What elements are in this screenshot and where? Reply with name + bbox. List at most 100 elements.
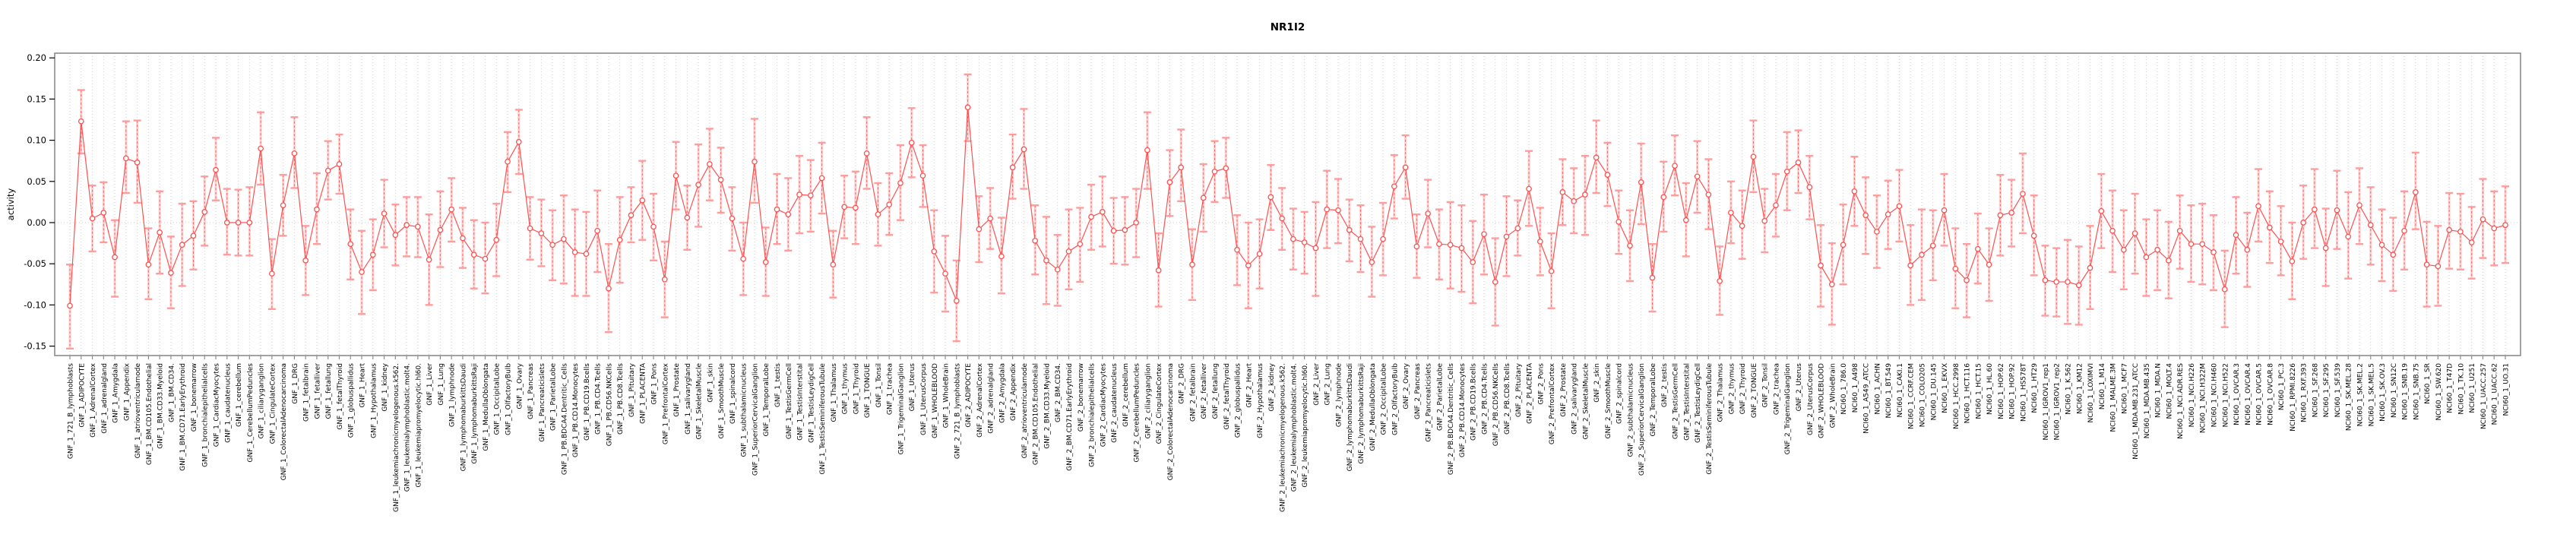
x-tick-label: GNF_2_Pancreas <box>1414 363 1422 419</box>
x-tick-label: GNF_1_trachea <box>887 363 894 415</box>
x-tick-label: GNF_2_Uterus <box>1796 363 1803 412</box>
data-point <box>1929 242 1936 249</box>
data-point <box>1682 217 1689 223</box>
x-tick-label: GNF_2_PB.CD14.Monocytes <box>1459 363 1467 457</box>
data-point <box>1166 179 1173 185</box>
data-point <box>403 222 410 229</box>
y-tick-label: 0.15 <box>27 93 46 104</box>
x-tick-label: NCI60_1_SNB.75 <box>2413 363 2420 420</box>
x-tick-label: GNF_2_WHOLEBLOOD <box>1818 363 1826 438</box>
data-point <box>1043 258 1049 264</box>
x-tick-label: GNF_2_DRG <box>1179 363 1186 404</box>
x-tick-label: NCI60_1_TK.10 <box>2457 363 2465 415</box>
x-tick-label: GNF_2_CerebellumPeduncles <box>1134 363 1141 463</box>
x-tick-label: GNF_2_salivarygland <box>1571 363 1579 435</box>
x-tick-label: GNF_1_DRG <box>292 363 299 404</box>
data-point <box>1964 277 1970 283</box>
x-tick-label: GNF_1_Uterus <box>909 363 916 412</box>
y-tick-label: -0.15 <box>24 341 46 352</box>
x-tick-label: GNF_2_CingulateCortex <box>1156 362 1163 444</box>
x-tick-label: NCI60_1_T47D <box>2447 363 2454 413</box>
data-point <box>1919 251 1925 258</box>
x-tick-label: GNF_1_kidney <box>381 362 389 411</box>
data-point <box>482 255 489 262</box>
x-tick-label: GNF_2_fetalliver <box>1201 363 1208 419</box>
data-point <box>314 206 320 213</box>
data-point <box>1032 237 1039 244</box>
data-point <box>2312 206 2318 213</box>
x-tick-label: NCI60_1_LOXIMVI <box>2087 363 2095 422</box>
data-point <box>1200 194 1207 201</box>
x-tick-label: GNF_2_MedullaOblongata <box>1369 363 1377 451</box>
data-point <box>1728 210 1734 216</box>
data-point <box>886 201 893 208</box>
data-point <box>1649 274 1656 281</box>
x-tick-label: GNF_1_SuperiorCervicalGanglion <box>752 363 759 476</box>
x-tick-label: GNF_2_fetallung <box>1212 363 1220 419</box>
x-tick-label: NCI60_1_OVCAR.5 <box>2256 363 2264 425</box>
x-tick-label: GNF_1_Thyroid <box>853 363 860 414</box>
data-point <box>1705 191 1712 198</box>
data-point <box>2042 277 2049 283</box>
data-point <box>1526 185 1532 192</box>
data-point <box>505 158 511 165</box>
data-point <box>628 212 635 219</box>
x-tick-label: NCI60_1_OVCAR.3 <box>2233 363 2241 425</box>
x-tick-label: GNF_2_CardiacMyocytes <box>1100 363 1107 447</box>
x-tick-label: GNF_1_TestisLeydigCell <box>808 363 815 443</box>
data-point <box>369 251 376 258</box>
x-tick-label: GNF_2_bronchialepithelialcells <box>1089 363 1097 467</box>
x-tick-label: GNF_1_salivarygland <box>685 363 692 435</box>
data-point <box>78 118 84 125</box>
x-tick-label: GNF_2_kidney <box>1268 362 1276 411</box>
x-tick-label: GNF_2_leukemialymphoblastic.molt4. <box>1290 363 1298 492</box>
data-point <box>2300 220 2306 226</box>
x-tick-label: GNF_1_Thalamus <box>831 363 838 422</box>
x-tick-label: NCI60_1_HCC.2998 <box>1953 363 1960 429</box>
data-point <box>145 261 152 268</box>
data-point <box>2468 239 2475 245</box>
data-point <box>470 251 477 258</box>
x-tick-label: NCI60_1_MCF7 <box>2121 363 2128 414</box>
x-tick-label: NCI60_1_SF.295 <box>2323 363 2331 417</box>
data-point <box>2210 249 2217 255</box>
data-point <box>1627 242 1633 249</box>
data-point <box>179 242 185 248</box>
data-point <box>1672 163 1678 169</box>
data-point <box>223 220 230 226</box>
x-tick-label: GNF_1_lymphomaburkittsDaudi <box>460 363 467 471</box>
x-tick-label: GNF_2_PB.CD8.Tcells <box>1504 363 1511 435</box>
x-tick-label: GNF_2_Pituitary <box>1515 362 1523 417</box>
data-point <box>1413 243 1420 250</box>
data-point <box>2109 227 2116 234</box>
data-point <box>1773 202 1779 209</box>
x-tick-label: GNF_2_TrigeminalGanglion <box>1784 363 1792 454</box>
data-point <box>2053 279 2060 285</box>
data-point <box>2457 229 2464 235</box>
data-point <box>1660 194 1667 201</box>
data-point <box>1818 262 1824 269</box>
x-tick-label: NCI60_1_NCI.ADR.RES <box>2177 363 2185 439</box>
x-tick-label: NCI60_1_CCRF.CEM <box>1908 363 1916 429</box>
data-point <box>1862 212 1869 219</box>
data-point <box>606 285 612 292</box>
x-tick-label: GNF_1_bronchialepithelialcells <box>202 363 210 467</box>
data-point <box>2065 279 2071 285</box>
data-point <box>1503 233 1510 240</box>
x-tick-label: NCI60_1_IGROV1_rep1 <box>2043 363 2050 441</box>
x-tick-label: GNF_2_OlfactoryBulb <box>1391 363 1399 435</box>
data-point <box>2412 189 2419 195</box>
x-tick-label: GNF_2_testis <box>1661 363 1669 407</box>
x-tick-label: NCI60_1_DU.145 <box>1930 363 1938 420</box>
x-tick-label: GNF_2_ColorectalAdenocarcinoma <box>1167 363 1175 480</box>
data-point <box>1133 220 1139 226</box>
data-point <box>157 229 163 236</box>
data-point <box>1122 226 1128 233</box>
data-point <box>2446 226 2453 233</box>
x-tick-label: GNF_2_lymphomaburkittsRaji <box>1358 363 1366 464</box>
data-point <box>2491 225 2498 232</box>
data-point <box>1425 210 1431 217</box>
x-tick-label: GNF_2_TestisLeydigCell <box>1695 363 1702 443</box>
x-tick-label: GNF_2_AdrenalCortex <box>976 362 984 437</box>
